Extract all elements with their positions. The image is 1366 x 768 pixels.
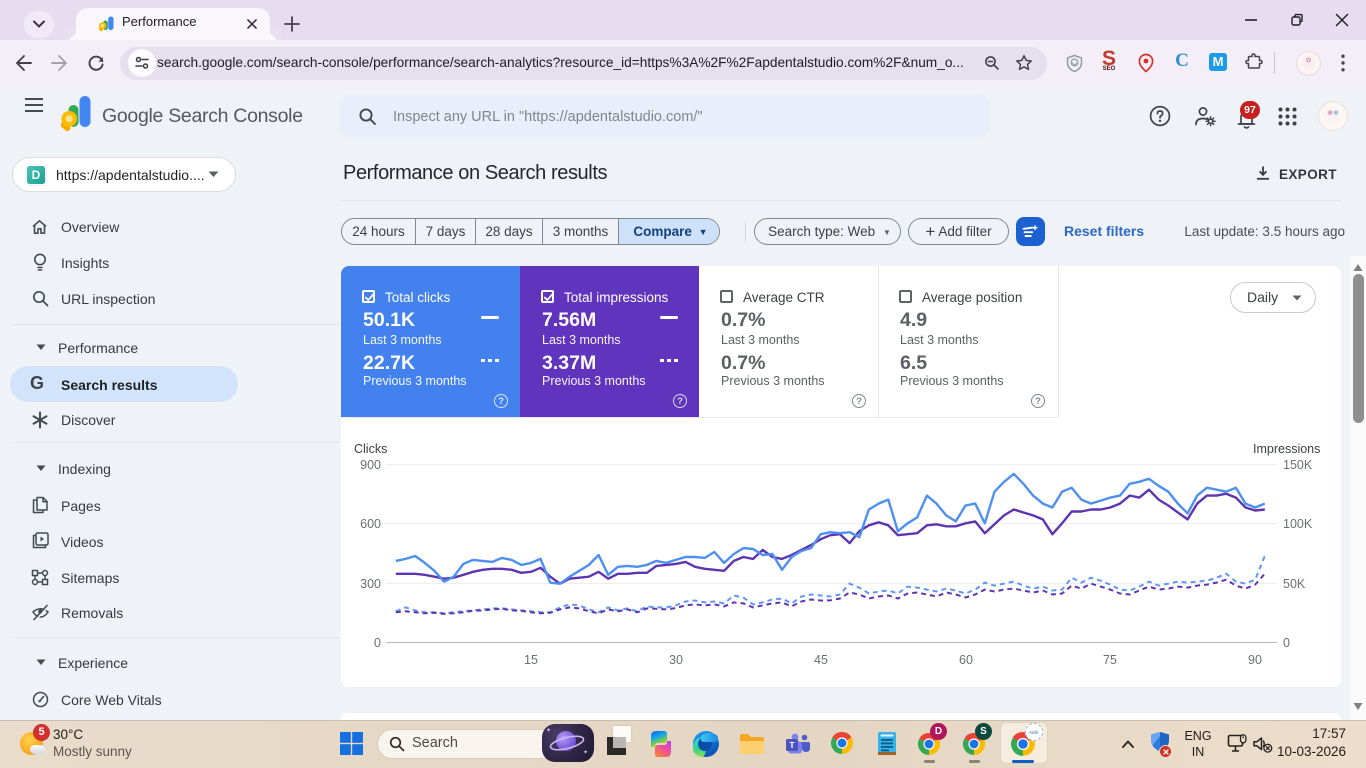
svg-text:T: T: [789, 740, 795, 750]
